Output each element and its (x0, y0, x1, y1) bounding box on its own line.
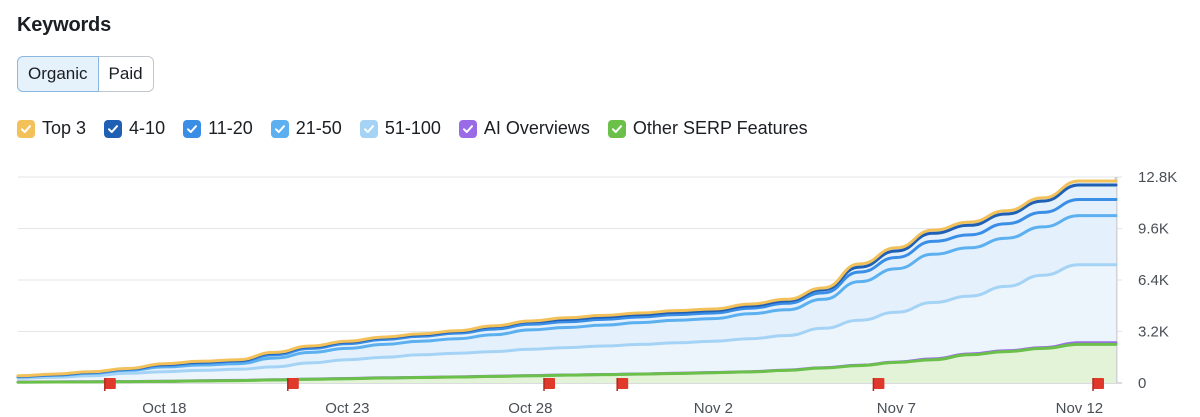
annotation-flag-icon[interactable] (543, 378, 555, 391)
flag-shape (287, 378, 299, 389)
y-tick-label: 3.2K (1138, 324, 1169, 341)
annotation-flag-icon[interactable] (1092, 378, 1104, 391)
legend-label-51-100: 51-100 (384, 118, 441, 138)
series-line-51-100 (16, 263, 1118, 380)
chart-legend: Top 3 4-10 11-20 21-50 51-100 AI Overvie… (17, 118, 826, 139)
legend-label-4-10: 4-10 (129, 118, 166, 138)
y-tick-label: 0 (1138, 375, 1146, 392)
checkbox-ai-overviews[interactable] (458, 119, 477, 138)
series-line-other-serp-features (16, 342, 1118, 384)
checkbox-51-100[interactable] (359, 119, 378, 138)
series-line-top-3 (16, 179, 1118, 378)
check-icon (187, 124, 198, 133)
y-tick-label: 12.8K (1138, 169, 1177, 186)
checkbox-top-3[interactable] (17, 119, 35, 138)
check-icon (611, 124, 622, 133)
annotation-flag-icon[interactable] (872, 378, 885, 391)
x-tick-label: Nov 12 (1056, 400, 1104, 417)
flag-shape (617, 378, 629, 389)
legend-label-other-serp-features: Other SERP Features (632, 118, 808, 138)
x-tick-label: Oct 23 (325, 400, 369, 417)
legend-item-top-3[interactable]: Top 3 (17, 118, 86, 139)
flag-shape (104, 378, 116, 389)
legend-item-ai-overviews[interactable]: AI Overviews (458, 118, 590, 139)
legend-item-11-20[interactable]: 11-20 (183, 118, 253, 139)
legend-item-51-100[interactable]: 51-100 (359, 118, 441, 139)
legend-label-11-20: 11-20 (208, 118, 253, 138)
keywords-chart[interactable]: 0 3.2K 6.4K 9.6K 12.8K Oct 18 Oct 23 Oct 28 Nov … (0, 160, 1200, 417)
tab-paid[interactable]: Paid (98, 56, 154, 92)
x-tick-label: Oct 18 (142, 400, 186, 417)
checkbox-21-50[interactable] (270, 119, 289, 138)
y-tick-label: 6.4K (1138, 272, 1169, 289)
legend-item-other-serp-features[interactable]: Other SERP Features (607, 118, 808, 139)
checkbox-4-10[interactable] (104, 119, 123, 138)
y-tick-label: 9.6K (1138, 221, 1169, 238)
check-icon (363, 124, 374, 133)
tab-organic[interactable]: Organic (17, 56, 99, 92)
traffic-type-toggle: Organic Paid (17, 56, 154, 92)
legend-item-4-10[interactable]: 4-10 (104, 118, 165, 139)
x-tick-label: Nov 7 (877, 400, 916, 417)
series-line-21-50 (16, 214, 1118, 379)
page-title: Keywords (17, 14, 111, 36)
flag-shape (873, 378, 885, 389)
x-tick-label: Oct 28 (508, 400, 552, 417)
check-icon (21, 124, 31, 133)
annotation-flag-icon[interactable] (104, 378, 116, 391)
checkbox-11-20[interactable] (183, 119, 202, 138)
legend-label-21-50: 21-50 (295, 118, 342, 138)
legend-label-top-3: Top 3 (42, 118, 87, 138)
legend-item-21-50[interactable]: 21-50 (270, 118, 342, 139)
legend-label-ai-overviews: AI Overviews (483, 118, 590, 138)
flag-shape (544, 378, 555, 389)
x-tick-label: Nov 2 (694, 400, 733, 417)
flag-shape (1093, 378, 1104, 389)
checkbox-other-serp-features[interactable] (607, 119, 626, 138)
annotation-flag-icon[interactable] (616, 378, 629, 391)
check-icon (274, 124, 285, 133)
annotation-flag-icon[interactable] (287, 378, 299, 391)
area-fill-other-serp (18, 344, 1116, 383)
check-icon (108, 124, 119, 133)
area-fill-51-100 (18, 264, 1116, 383)
check-icon (462, 124, 473, 133)
